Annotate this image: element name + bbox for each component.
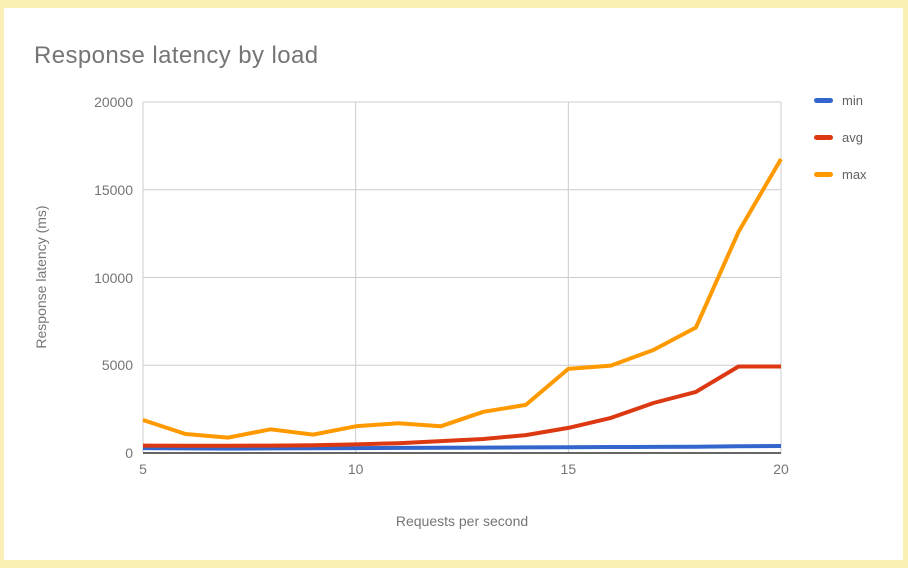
x-tick-label: 15 (560, 461, 577, 477)
legend-item-min[interactable]: min (814, 93, 867, 108)
x-tick-label: 5 (139, 461, 147, 477)
y-tick-label: 0 (125, 445, 133, 461)
x-axis-title: Requests per second (395, 513, 529, 529)
legend-label: min (842, 93, 863, 108)
legend: min avg max (814, 93, 867, 182)
y-tick-label: 5000 (101, 357, 133, 374)
legend-item-max[interactable]: max (814, 167, 867, 182)
legend-swatch-min (814, 98, 833, 103)
legend-label: max (842, 167, 867, 182)
line-chart-plot-area[interactable] (142, 101, 783, 454)
chart-title: Response latency by load (34, 42, 319, 69)
series-line-avg[interactable] (142, 364, 781, 448)
y-tick-label: 20000 (94, 94, 133, 110)
x-tick-label: 20 (773, 461, 789, 477)
series-line-max[interactable] (142, 157, 783, 440)
series-line-min[interactable] (142, 444, 782, 451)
y-tick-label: 15000 (94, 181, 133, 198)
legend-swatch-max (814, 172, 833, 177)
legend-label: avg (842, 130, 863, 145)
legend-swatch-avg (814, 135, 833, 140)
x-tick-label: 10 (347, 461, 364, 477)
y-tick-label: 10000 (94, 269, 133, 286)
legend-item-avg[interactable]: avg (814, 130, 867, 145)
